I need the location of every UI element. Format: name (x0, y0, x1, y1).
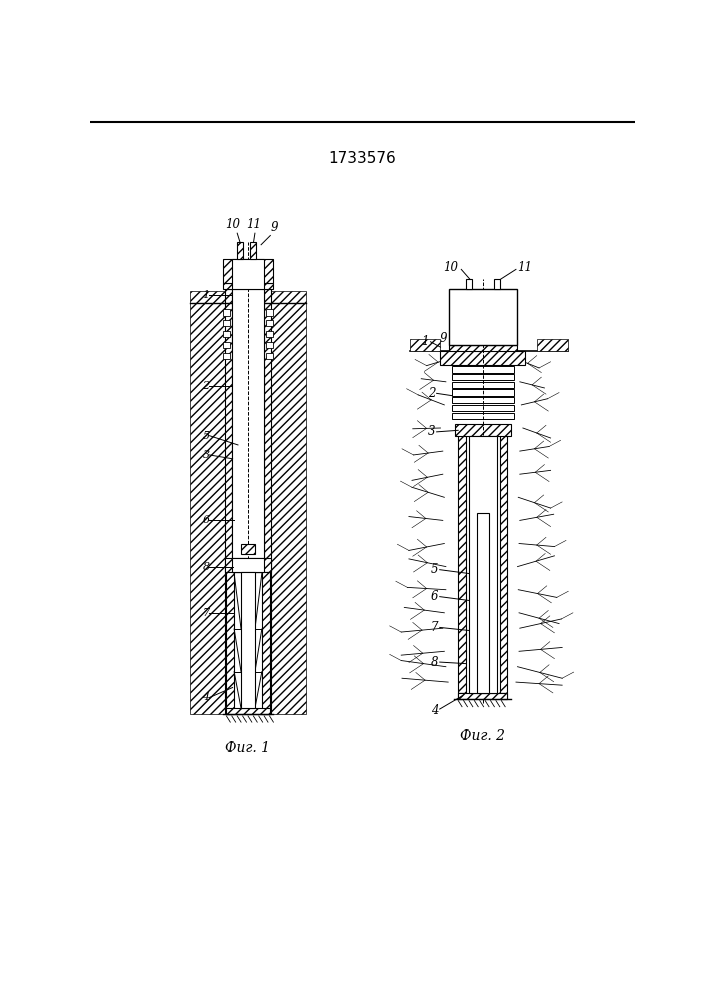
Bar (266, 342, 274, 348)
Text: 10: 10 (225, 218, 240, 231)
Bar (241, 572, 255, 708)
Bar (226, 708, 269, 714)
Text: 2: 2 (202, 381, 209, 391)
Bar (238, 242, 243, 259)
Text: 1733576: 1733576 (328, 151, 396, 166)
Bar (190, 303, 225, 714)
Bar (472, 552, 493, 693)
Bar (226, 572, 234, 714)
Bar (271, 303, 305, 714)
Bar (440, 351, 525, 365)
Text: 8: 8 (202, 562, 209, 572)
Bar (458, 693, 466, 699)
Bar (266, 309, 274, 316)
Bar (452, 405, 514, 411)
Bar (232, 259, 264, 289)
Bar (241, 544, 255, 554)
Bar (537, 339, 568, 351)
Bar (223, 342, 230, 348)
Text: 3: 3 (428, 425, 435, 438)
Text: 10: 10 (443, 261, 458, 274)
Bar (232, 558, 264, 572)
Bar (271, 291, 305, 303)
Bar (190, 291, 225, 303)
Bar (466, 279, 472, 289)
Bar (452, 397, 514, 403)
Bar (223, 320, 230, 326)
Text: 8: 8 (431, 656, 438, 669)
Text: Фиг. 2: Фиг. 2 (460, 729, 506, 743)
Bar (458, 426, 466, 693)
Text: 7: 7 (202, 608, 209, 618)
Bar (250, 242, 257, 259)
Bar (469, 436, 497, 693)
Text: 6: 6 (431, 590, 438, 603)
Text: 2: 2 (428, 387, 435, 400)
Text: 3: 3 (202, 450, 209, 460)
Bar (223, 331, 230, 337)
Bar (500, 426, 508, 693)
Text: 4: 4 (431, 704, 438, 717)
Text: 11: 11 (246, 218, 261, 231)
Bar (458, 693, 508, 699)
Bar (225, 289, 232, 714)
Bar (449, 289, 517, 345)
Bar (477, 513, 489, 693)
Text: Фиг. 1: Фиг. 1 (226, 741, 271, 755)
Bar (409, 339, 440, 351)
Bar (266, 320, 274, 326)
Text: 7: 7 (431, 621, 438, 634)
Bar (452, 413, 514, 419)
Bar (232, 289, 264, 564)
Bar (452, 366, 514, 373)
Bar (225, 558, 271, 572)
Bar (223, 283, 274, 289)
Bar (449, 345, 517, 356)
Bar (455, 424, 510, 436)
Text: 9: 9 (439, 332, 447, 345)
Bar (223, 259, 274, 283)
Text: 1: 1 (202, 290, 209, 300)
Bar (452, 389, 514, 396)
Text: 6: 6 (202, 515, 209, 525)
Text: 5: 5 (202, 431, 209, 441)
Bar (266, 331, 274, 337)
Bar (266, 353, 274, 359)
Bar (264, 289, 271, 714)
Text: 1: 1 (421, 335, 429, 348)
Bar (226, 572, 269, 714)
Bar (493, 279, 500, 289)
Text: 9: 9 (270, 221, 278, 234)
Bar (223, 353, 230, 359)
Bar (262, 572, 269, 714)
Text: 5: 5 (431, 563, 438, 576)
Bar (223, 309, 230, 316)
Bar (452, 382, 514, 388)
Bar (452, 374, 514, 380)
Bar (500, 693, 508, 699)
Text: 4: 4 (202, 692, 209, 702)
Text: 11: 11 (518, 261, 532, 274)
